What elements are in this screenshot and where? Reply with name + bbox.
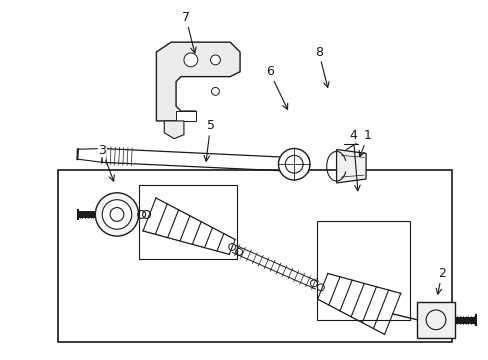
Circle shape — [278, 148, 309, 180]
Text: 7: 7 — [182, 11, 196, 53]
Circle shape — [102, 200, 131, 229]
Bar — [316, 221, 409, 320]
Polygon shape — [156, 42, 240, 121]
Text: 3: 3 — [98, 144, 114, 181]
Text: 4: 4 — [348, 129, 360, 191]
Circle shape — [210, 55, 220, 65]
Circle shape — [211, 87, 219, 95]
Bar — [416, 302, 454, 338]
Polygon shape — [336, 149, 366, 183]
Text: 8: 8 — [314, 45, 328, 87]
Bar — [139, 185, 237, 259]
Text: 1: 1 — [359, 129, 371, 157]
Circle shape — [95, 193, 139, 236]
Polygon shape — [164, 121, 183, 139]
Bar — [176, 111, 195, 121]
Circle shape — [183, 53, 197, 67]
Text: 6: 6 — [265, 65, 287, 109]
Text: 5: 5 — [203, 120, 214, 161]
Text: 2: 2 — [435, 267, 445, 294]
Bar — [58, 170, 451, 342]
